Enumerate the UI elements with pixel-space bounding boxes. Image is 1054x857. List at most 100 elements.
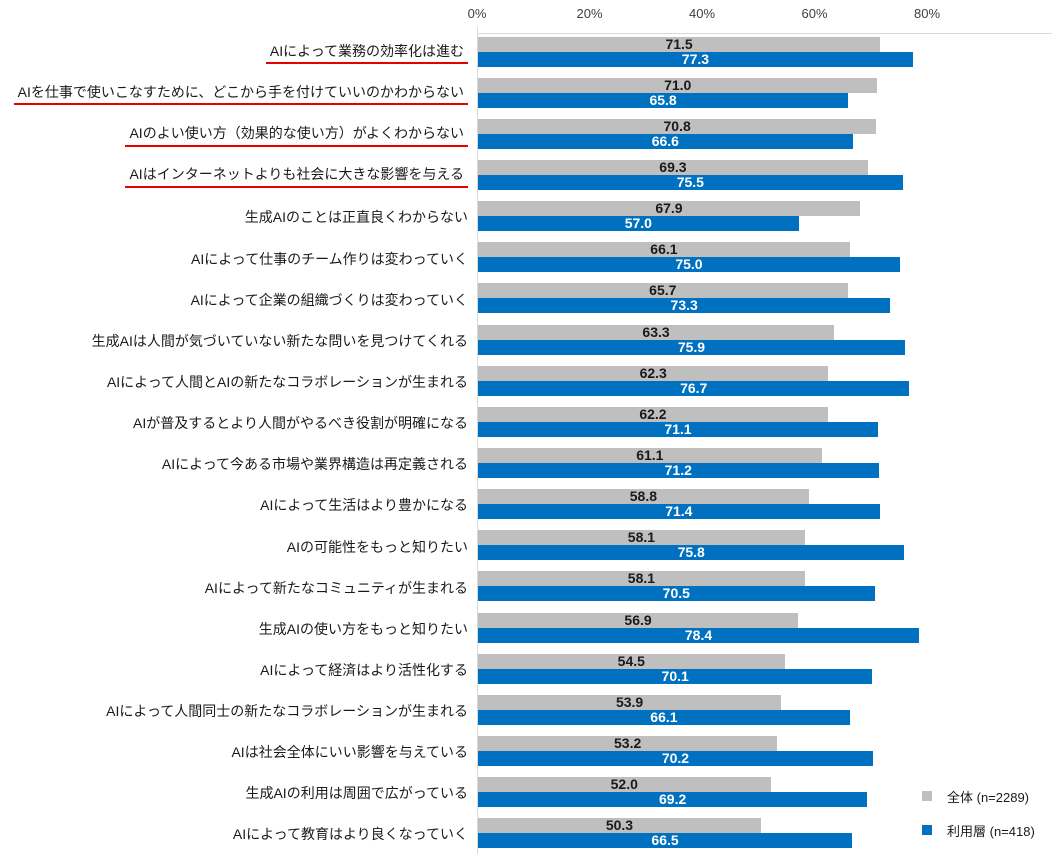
- value-label-total: 58.1: [627, 570, 656, 587]
- bar-group: 63.3 75.9: [477, 321, 1054, 362]
- value-label-total: 61.1: [636, 447, 664, 463]
- category-cell: AIによって人間とAIの新たなコラボレーションが生まれる: [0, 362, 477, 403]
- bar-users: 75.5: [478, 174, 903, 191]
- x-axis-tick: 0%: [467, 6, 487, 21]
- bar-users: 75.8: [478, 544, 905, 561]
- category-label: AIによって企業の組織づくりは変わっていく: [190, 291, 468, 308]
- value-label-total: 69.3: [659, 159, 687, 176]
- bar-users: 75.0: [478, 256, 900, 273]
- value-label-users: 69.2: [659, 791, 687, 808]
- bar-users: 71.4: [478, 503, 880, 520]
- category-label: AIを仕事で使いこなすために、どこから手を付けていいのかわからない: [13, 84, 468, 106]
- category-cell: AIを仕事で使いこなすために、どこから手を付けていいのかわからない: [0, 74, 477, 115]
- bar-group: 50.3 66.5: [477, 815, 1054, 856]
- value-label-total: 71.5: [665, 35, 693, 52]
- category-cell: AIによって今ある市場や業界構造は再定義される: [0, 444, 477, 485]
- category-cell: AIによって生活はより豊かになる: [0, 486, 477, 527]
- category-cell: AIの可能性をもっと知りたい: [0, 527, 477, 568]
- bar-total: 66.1: [478, 242, 850, 258]
- chart-row: AIが普及するとより人間がやるべき役割が明確になる 62.2 71.1: [0, 403, 1054, 444]
- category-cell: AIによって企業の組織づくりは変わっていく: [0, 280, 477, 321]
- x-axis-tick: 80%: [913, 6, 941, 21]
- bar-users: 71.2: [478, 463, 879, 478]
- value-label-users: 75.8: [677, 544, 705, 561]
- bar-total: 52.0: [478, 776, 771, 793]
- chart-rows: AIによって業務の効率化は進む 71.5 77.3 AIを仕事で使いこなすために…: [0, 33, 1054, 856]
- bar-group: 70.8 66.6: [477, 115, 1054, 156]
- category-label: AIによって業務の効率化は進む: [265, 43, 468, 65]
- category-label: AIの可能性をもっと知りたい: [286, 538, 468, 555]
- bar-total: 63.3: [478, 324, 835, 340]
- category-cell: AIが普及するとより人間がやるべき役割が明確になる: [0, 403, 477, 444]
- x-axis-line: [477, 33, 1052, 34]
- value-label-total: 67.9: [655, 200, 683, 217]
- bar-group: 62.3 76.7: [477, 362, 1054, 403]
- value-label-total: 70.8: [663, 117, 691, 134]
- bar-total: 58.1: [478, 570, 805, 587]
- value-label-users: 66.1: [650, 708, 678, 725]
- value-label-users: 65.8: [649, 91, 677, 108]
- category-label: AIによって教育はより良くなっていく: [232, 826, 468, 843]
- bar-group: 58.8 71.4: [477, 486, 1054, 527]
- chart-row: 生成AIのことは正直良くわからない 67.9 57.0: [0, 198, 1054, 239]
- category-label: AIによって経済はより活性化する: [260, 661, 468, 678]
- value-label-total: 62.2: [639, 405, 667, 422]
- category-label: AIは社会全体にいい影響を与えている: [231, 744, 468, 761]
- value-label-users: 75.5: [676, 174, 704, 191]
- category-cell: AIによって仕事のチーム作りは変わっていく: [0, 239, 477, 280]
- bar-total: 61.1: [478, 448, 822, 463]
- chart-row: AIはインターネットよりも社会に大きな影響を与える 69.3 75.5: [0, 156, 1054, 197]
- category-cell: AIはインターネットよりも社会に大きな影響を与える: [0, 156, 477, 197]
- chart-row: AIによって新たなコミュニティが生まれる 58.1 70.5: [0, 568, 1054, 609]
- category-label: AIによって生活はより豊かになる: [260, 497, 468, 514]
- category-cell: 生成AIの利用は周囲で広がっている: [0, 774, 477, 815]
- category-cell: AIによって人間同士の新たなコラボレーションが生まれる: [0, 691, 477, 732]
- bar-users: 70.5: [478, 586, 875, 602]
- bar-users: 69.2: [478, 791, 868, 808]
- chart-row: AIによって教育はより良くなっていく 50.3 66.5: [0, 815, 1054, 856]
- chart-row: AIによって仕事のチーム作りは変わっていく 66.1 75.0: [0, 239, 1054, 280]
- category-cell: AIによって経済はより活性化する: [0, 650, 477, 691]
- chart-row: AIのよい使い方（効果的な使い方）がよくわからない 70.8 66.6: [0, 115, 1054, 156]
- bar-group: 52.0 69.2: [477, 774, 1054, 815]
- chart-row: AIによって業務の効率化は進む 71.5 77.3: [0, 33, 1054, 74]
- legend: 全体 (n=2289) 利用層 (n=418): [922, 789, 1035, 857]
- category-cell: AIは社会全体にいい影響を与えている: [0, 732, 477, 773]
- bar-users: 66.6: [478, 132, 853, 149]
- bar-group: 65.7 73.3: [477, 280, 1054, 321]
- value-label-users: 77.3: [681, 50, 710, 67]
- legend-swatch: [922, 791, 932, 801]
- bar-users: 73.3: [478, 298, 891, 314]
- value-label-total: 53.2: [614, 734, 642, 751]
- x-axis-tick: 20%: [576, 6, 603, 21]
- bar-group: 71.0 65.8: [477, 74, 1054, 115]
- value-label-users: 70.2: [661, 749, 690, 766]
- value-label-users: 71.4: [665, 503, 693, 520]
- value-label-users: 75.0: [675, 256, 703, 273]
- value-label-total: 52.0: [610, 776, 638, 793]
- legend-item: 利用層 (n=418): [922, 823, 1035, 839]
- legend-label: 全体 (n=2289): [947, 789, 1030, 805]
- chart-row: AIによって生活はより豊かになる 58.8 71.4: [0, 486, 1054, 527]
- value-label-total: 58.8: [629, 488, 657, 505]
- chart-row: AIの可能性をもっと知りたい 58.1 75.8: [0, 527, 1054, 568]
- category-cell: AIによって新たなコミュニティが生まれる: [0, 568, 477, 609]
- value-label-total: 54.5: [617, 652, 645, 669]
- bar-group: 53.2 70.2: [477, 732, 1054, 773]
- value-label-users: 71.2: [664, 462, 692, 478]
- bar-total: 67.9: [478, 200, 860, 217]
- bar-users: 65.8: [478, 91, 849, 108]
- bar-group: 58.1 70.5: [477, 568, 1054, 609]
- value-label-users: 78.4: [684, 626, 713, 643]
- value-label-users: 70.1: [661, 667, 689, 684]
- category-cell: AIのよい使い方（効果的な使い方）がよくわからない: [0, 115, 477, 156]
- category-label: 生成AIの使い方をもっと知りたい: [258, 620, 468, 637]
- bar-total: 50.3: [478, 818, 761, 834]
- bar-group: 69.3 75.5: [477, 156, 1054, 197]
- value-label-users: 66.6: [651, 132, 679, 149]
- bar-users: 66.1: [478, 708, 850, 725]
- bar-total: 62.3: [478, 365, 829, 381]
- bar-total: 54.5: [478, 652, 785, 669]
- x-axis-tick: 40%: [688, 6, 716, 21]
